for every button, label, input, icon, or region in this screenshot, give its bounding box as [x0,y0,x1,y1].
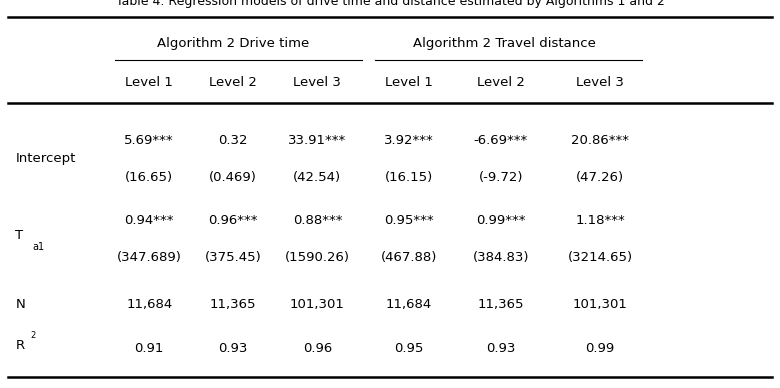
Text: 1.18***: 1.18*** [576,214,625,227]
Text: 3.92***: 3.92*** [385,133,434,147]
Text: Algorithm 2 Travel distance: Algorithm 2 Travel distance [413,37,596,50]
Text: Intercept: Intercept [16,152,76,165]
Text: 0.94***: 0.94*** [125,214,174,227]
Text: 11,684: 11,684 [386,298,432,310]
Text: N: N [16,298,25,310]
Text: 0.88***: 0.88*** [292,214,342,227]
Text: 0.95***: 0.95*** [385,214,434,227]
Text: -6.69***: -6.69*** [473,133,528,147]
Text: 11,684: 11,684 [126,298,172,310]
Text: Level 3: Level 3 [576,76,624,89]
Text: 101,301: 101,301 [573,298,628,310]
Text: 0.93: 0.93 [218,342,248,355]
Text: Level 2: Level 2 [209,76,257,89]
Text: (16.65): (16.65) [125,171,173,184]
Text: Level 1: Level 1 [385,76,433,89]
Text: (-9.72): (-9.72) [479,171,523,184]
Text: (16.15): (16.15) [385,171,433,184]
Text: 2: 2 [30,331,36,340]
Text: (384.83): (384.83) [473,251,529,264]
Text: 33.91***: 33.91*** [289,133,346,147]
Text: 11,365: 11,365 [210,298,257,310]
Text: T: T [16,229,23,242]
Text: (1590.26): (1590.26) [285,251,350,264]
Text: (467.88): (467.88) [381,251,438,264]
Text: (375.45): (375.45) [205,251,261,264]
Text: (347.689): (347.689) [117,251,182,264]
Text: 0.93: 0.93 [486,342,516,355]
Text: 0.32: 0.32 [218,133,248,147]
Text: 0.99***: 0.99*** [476,214,526,227]
Text: 101,301: 101,301 [290,298,345,310]
Text: 0.96***: 0.96*** [208,214,258,227]
Text: Level 3: Level 3 [293,76,342,89]
Text: (42.54): (42.54) [293,171,342,184]
Text: 5.69***: 5.69*** [124,133,174,147]
Text: Level 1: Level 1 [126,76,173,89]
Text: 0.96: 0.96 [303,342,332,355]
Text: 11,365: 11,365 [477,298,524,310]
Text: a1: a1 [32,242,44,252]
Text: Level 2: Level 2 [477,76,525,89]
Text: 20.86***: 20.86*** [571,133,629,147]
Text: (3214.65): (3214.65) [568,251,633,264]
Text: Algorithm 2 Drive time: Algorithm 2 Drive time [158,37,310,50]
Text: Table 4. Regression models of drive time and distance estimated by Algorithms 1 : Table 4. Regression models of drive time… [115,0,665,8]
Text: (47.26): (47.26) [576,171,624,184]
Text: (0.469): (0.469) [209,171,257,184]
Text: 0.99: 0.99 [586,342,615,355]
Text: R: R [16,339,24,352]
Text: 0.95: 0.95 [395,342,424,355]
Text: 0.91: 0.91 [134,342,164,355]
